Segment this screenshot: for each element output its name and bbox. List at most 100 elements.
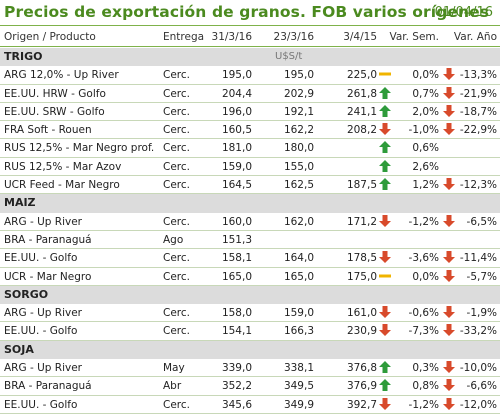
var-week: 0,3% bbox=[412, 362, 439, 375]
delivery: Cerc. bbox=[163, 142, 190, 155]
table-row: EE.UU. - Golfo Cerc. 345,6 349,9 392,7 -1,2% -… bbox=[0, 396, 500, 414]
origin-product: RUS 12,5% - Mar Azov bbox=[4, 160, 122, 173]
table-row: RUS 12,5% - Mar Azov Cerc. 159,0 155,0 2,6% bbox=[0, 158, 500, 177]
price-prev-year: 225,0 bbox=[346, 69, 377, 82]
empty-icon bbox=[378, 232, 392, 246]
var-week: 2,0% bbox=[412, 105, 439, 118]
arrow-down-icon bbox=[442, 177, 456, 191]
arrow-down-icon bbox=[442, 269, 456, 283]
price-prev-week: 202,9 bbox=[283, 87, 314, 100]
price-current: 160,0 bbox=[221, 215, 252, 228]
section-header-maiz: MAIZ bbox=[0, 194, 500, 213]
col-header-entrega: Entrega bbox=[163, 31, 205, 43]
price-table-panel: Precios de exportación de granos. FOB va… bbox=[0, 3, 500, 414]
arrow-down-icon bbox=[442, 378, 456, 392]
price-prev-week: 166,3 bbox=[283, 325, 314, 338]
var-year: -6,5% bbox=[466, 215, 497, 228]
delivery: Cerc. bbox=[163, 105, 190, 118]
var-year: -1,9% bbox=[466, 307, 497, 320]
delivery: Cerc. bbox=[163, 215, 190, 228]
section-header-trigo: TRIGO U$S/t bbox=[0, 48, 500, 67]
col-header-date1: 31/3/16 bbox=[211, 31, 252, 43]
delivery: Cerc. bbox=[163, 252, 190, 265]
arrow-down-icon bbox=[442, 397, 456, 411]
price-prev-week: 338,1 bbox=[283, 362, 314, 375]
price-prev-week: 192,1 bbox=[283, 105, 314, 118]
price-prev-week: 180,0 bbox=[283, 142, 314, 155]
table-row: BRA - Paranaguá Ago 151,3 bbox=[0, 231, 500, 250]
price-prev-week: 159,0 bbox=[283, 307, 314, 320]
arrow-down-icon bbox=[442, 214, 456, 228]
table-row: ARG - Up River Cerc. 160,0 162,0 171,2 -1,2% -… bbox=[0, 213, 500, 231]
origin-product: UCR - Mar Negro bbox=[4, 270, 92, 283]
table-row: ARG - Up River Cerc. 158,0 159,0 161,0 -0,6% -… bbox=[0, 304, 500, 323]
table-row: BRA - Paranaguá Abr 352,2 349,5 376,9 0,8% -6,… bbox=[0, 377, 500, 396]
price-current: 195,0 bbox=[221, 69, 252, 82]
var-week: -1,2% bbox=[408, 215, 439, 228]
table-row: FRA Soft - Rouen Cerc. 160,5 162,2 208,2 -1,0… bbox=[0, 121, 500, 140]
table-body: TRIGO U$S/t ARG 12,0% - Up River Cerc. 195,0… bbox=[0, 48, 500, 414]
origin-product: ARG 12,0% - Up River bbox=[4, 69, 119, 82]
delivery: Cerc. bbox=[163, 160, 190, 173]
var-week: 2,6% bbox=[412, 160, 439, 173]
arrow-down-icon bbox=[442, 250, 456, 264]
price-prev-week: 349,5 bbox=[283, 380, 314, 393]
table-row: UCR - Mar Negro Cerc. 165,0 165,0 175,0 0,0% -… bbox=[0, 268, 500, 286]
price-prev-year: 208,2 bbox=[346, 124, 377, 137]
price-current: 158,0 bbox=[221, 307, 252, 320]
price-prev-year: 261,8 bbox=[346, 87, 377, 100]
arrow-down-icon bbox=[442, 67, 456, 81]
price-prev-year: 171,2 bbox=[346, 215, 377, 228]
origin-product: FRA Soft - Rouen bbox=[4, 124, 92, 137]
price-current: 165,0 bbox=[221, 270, 252, 283]
arrow-down-icon bbox=[442, 323, 456, 337]
delivery: Cerc. bbox=[163, 124, 190, 137]
price-prev-year: 187,5 bbox=[346, 179, 377, 192]
table-row: RUS 12,5% - Mar Negro prof. Cerc. 181,0 180… bbox=[0, 139, 500, 158]
origin-product: RUS 12,5% - Mar Negro prof. bbox=[4, 142, 155, 155]
arrow-up-icon bbox=[378, 140, 392, 154]
section-title: SORGO bbox=[4, 287, 49, 301]
price-current: 352,2 bbox=[221, 380, 252, 393]
arrow-down-icon bbox=[442, 305, 456, 319]
price-current: 181,0 bbox=[221, 142, 252, 155]
price-current: 164,5 bbox=[221, 179, 252, 192]
arrow-down-icon bbox=[442, 104, 456, 118]
var-year: -10,0% bbox=[459, 362, 497, 375]
arrow-up-icon bbox=[378, 159, 392, 173]
var-year: -11,4% bbox=[459, 252, 497, 265]
arrow-down-icon bbox=[378, 323, 392, 337]
var-year: -33,2% bbox=[459, 325, 497, 338]
price-current: 158,1 bbox=[221, 252, 252, 265]
origin-product: EE.UU. SRW - Golfo bbox=[4, 105, 105, 118]
section-header-sorgo: SORGO bbox=[0, 285, 500, 305]
delivery: Cerc. bbox=[163, 179, 190, 192]
origin-product: ARG - Up River bbox=[4, 215, 82, 228]
table-row: ARG 12,0% - Up River Cerc. 195,0 195,0 225,0… bbox=[0, 66, 500, 85]
delivery: Ago bbox=[163, 233, 184, 246]
origin-product: EE.UU. HRW - Golfo bbox=[4, 87, 106, 100]
unit-label: U$S/t bbox=[275, 51, 303, 62]
var-year: -22,9% bbox=[459, 124, 497, 137]
var-week: 0,6% bbox=[412, 142, 439, 155]
arrow-up-icon bbox=[378, 177, 392, 191]
price-prev-year: 376,8 bbox=[346, 362, 377, 375]
var-week: -3,6% bbox=[408, 252, 439, 265]
var-week: 0,0% bbox=[412, 270, 439, 283]
price-prev-year: 161,0 bbox=[346, 307, 377, 320]
var-year: -18,7% bbox=[459, 105, 497, 118]
arrow-up-icon bbox=[378, 86, 392, 100]
col-header-date2: 23/3/16 bbox=[273, 31, 314, 43]
var-year: -5,7% bbox=[466, 270, 497, 283]
origin-product: EE.UU. - Golfo bbox=[4, 398, 78, 411]
arrow-up-icon bbox=[378, 360, 392, 374]
price-prev-year: 175,0 bbox=[346, 270, 377, 283]
origin-product: EE.UU. - Golfo bbox=[4, 325, 78, 338]
var-week: 0,7% bbox=[412, 87, 439, 100]
var-week: -1,2% bbox=[408, 398, 439, 411]
arrow-down-icon bbox=[378, 397, 392, 411]
arrow-down-icon bbox=[378, 122, 392, 136]
var-year: -13,3% bbox=[459, 69, 497, 82]
var-year: -12,0% bbox=[459, 398, 497, 411]
table-row: EE.UU. SRW - Golfo Cerc. 196,0 192,1 241,1 2,… bbox=[0, 103, 500, 122]
